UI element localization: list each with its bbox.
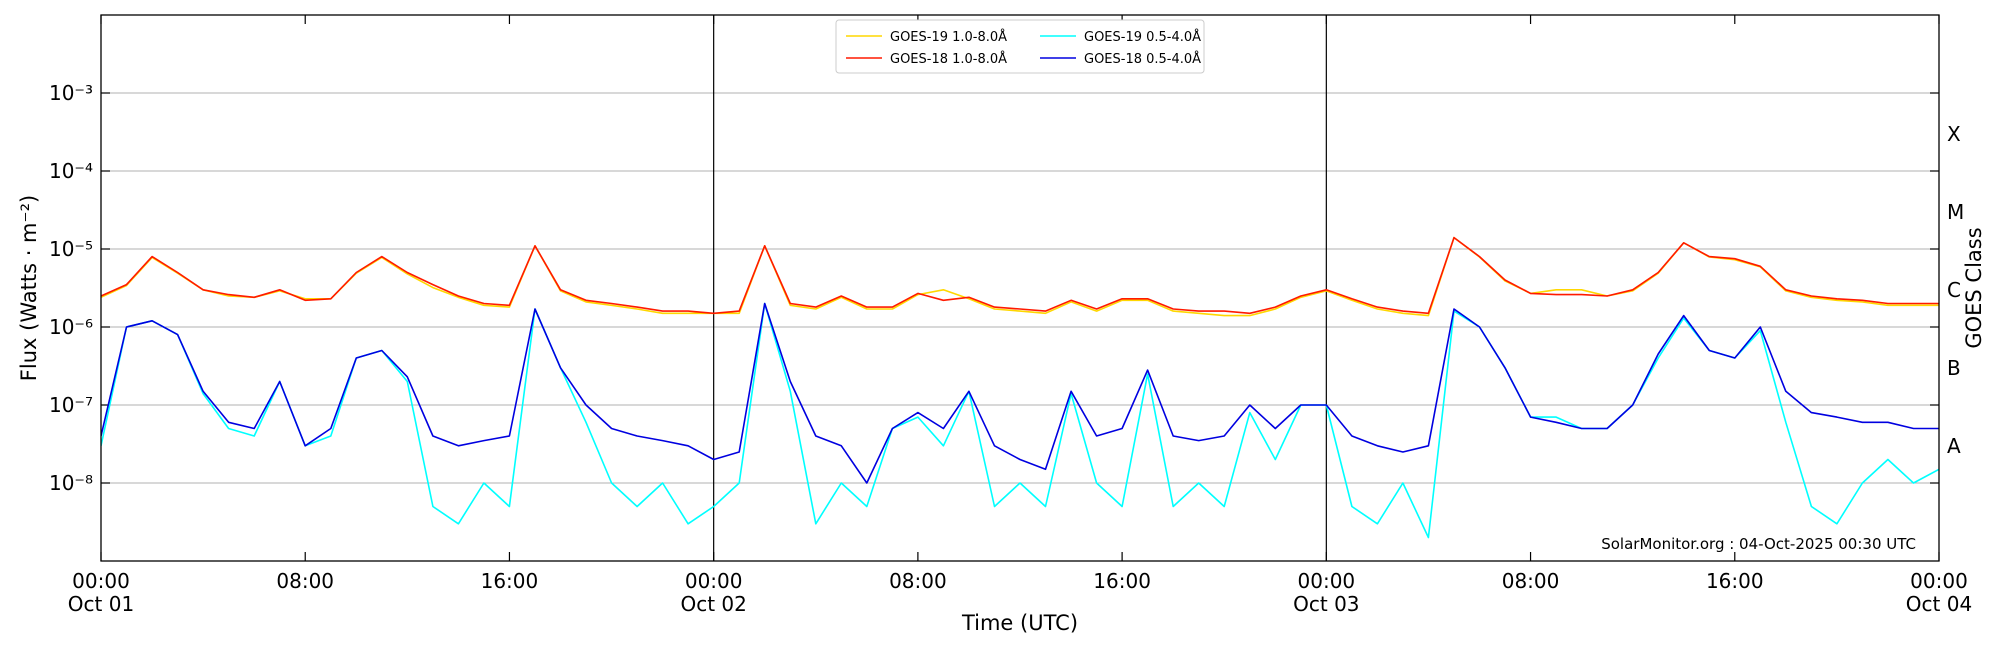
y-tick-label: 10⁻⁷ xyxy=(49,393,93,417)
x-tick-label: 00:00 Oct 03 xyxy=(1293,569,1359,616)
y-tick-label: 10⁻³ xyxy=(49,81,93,105)
x-tick-label: 00:00 Oct 01 xyxy=(68,569,134,616)
x-tick-label: 08:00 xyxy=(889,569,947,593)
y2-axis-label: GOES Class xyxy=(1962,227,1986,348)
x-tick-label: 16:00 xyxy=(1093,569,1151,593)
x-tick-label: 00:00 Oct 02 xyxy=(680,569,746,616)
y2-tick-label: B xyxy=(1947,356,1961,380)
y-tick-label: 10⁻⁸ xyxy=(49,471,93,495)
y2-tick-label: A xyxy=(1947,434,1961,458)
series-line xyxy=(101,302,1939,484)
y-tick-label: 10⁻⁵ xyxy=(49,237,93,261)
x-tick-label: 08:00 xyxy=(1502,569,1560,593)
series-line xyxy=(101,236,1939,317)
x-axis-label: Time (UTC) xyxy=(961,611,1078,635)
x-tick-label: 00:00 Oct 04 xyxy=(1906,569,1972,616)
legend-box xyxy=(835,19,1205,74)
y2-tick-label: C xyxy=(1947,278,1961,302)
plot-area xyxy=(101,236,1939,539)
legend-label: GOES-19 1.0-8.0Å xyxy=(890,29,1007,45)
x-tick-label: 16:00 xyxy=(481,569,539,593)
legend-label: GOES-18 0.5-4.0Å xyxy=(1084,51,1201,67)
y2-tick-label: M xyxy=(1947,200,1964,224)
annotation: SolarMonitor.org : 04-Oct-2025 00:30 UTC xyxy=(1601,535,1916,553)
y-axis-label: Flux (Watts · m⁻²) xyxy=(17,195,41,381)
x-tick-label: 08:00 xyxy=(276,569,334,593)
legend-label: GOES-19 0.5-4.0Å xyxy=(1084,29,1201,45)
y-tick-label: 10⁻⁶ xyxy=(49,315,93,339)
y2-tick-label: X xyxy=(1947,122,1961,146)
y-tick-label: 10⁻⁴ xyxy=(49,159,93,183)
x-tick-label: 16:00 xyxy=(1706,569,1764,593)
plot-frame xyxy=(100,14,1940,562)
legend-label: GOES-18 1.0-8.0Å xyxy=(890,51,1007,67)
series-line xyxy=(101,236,1939,315)
